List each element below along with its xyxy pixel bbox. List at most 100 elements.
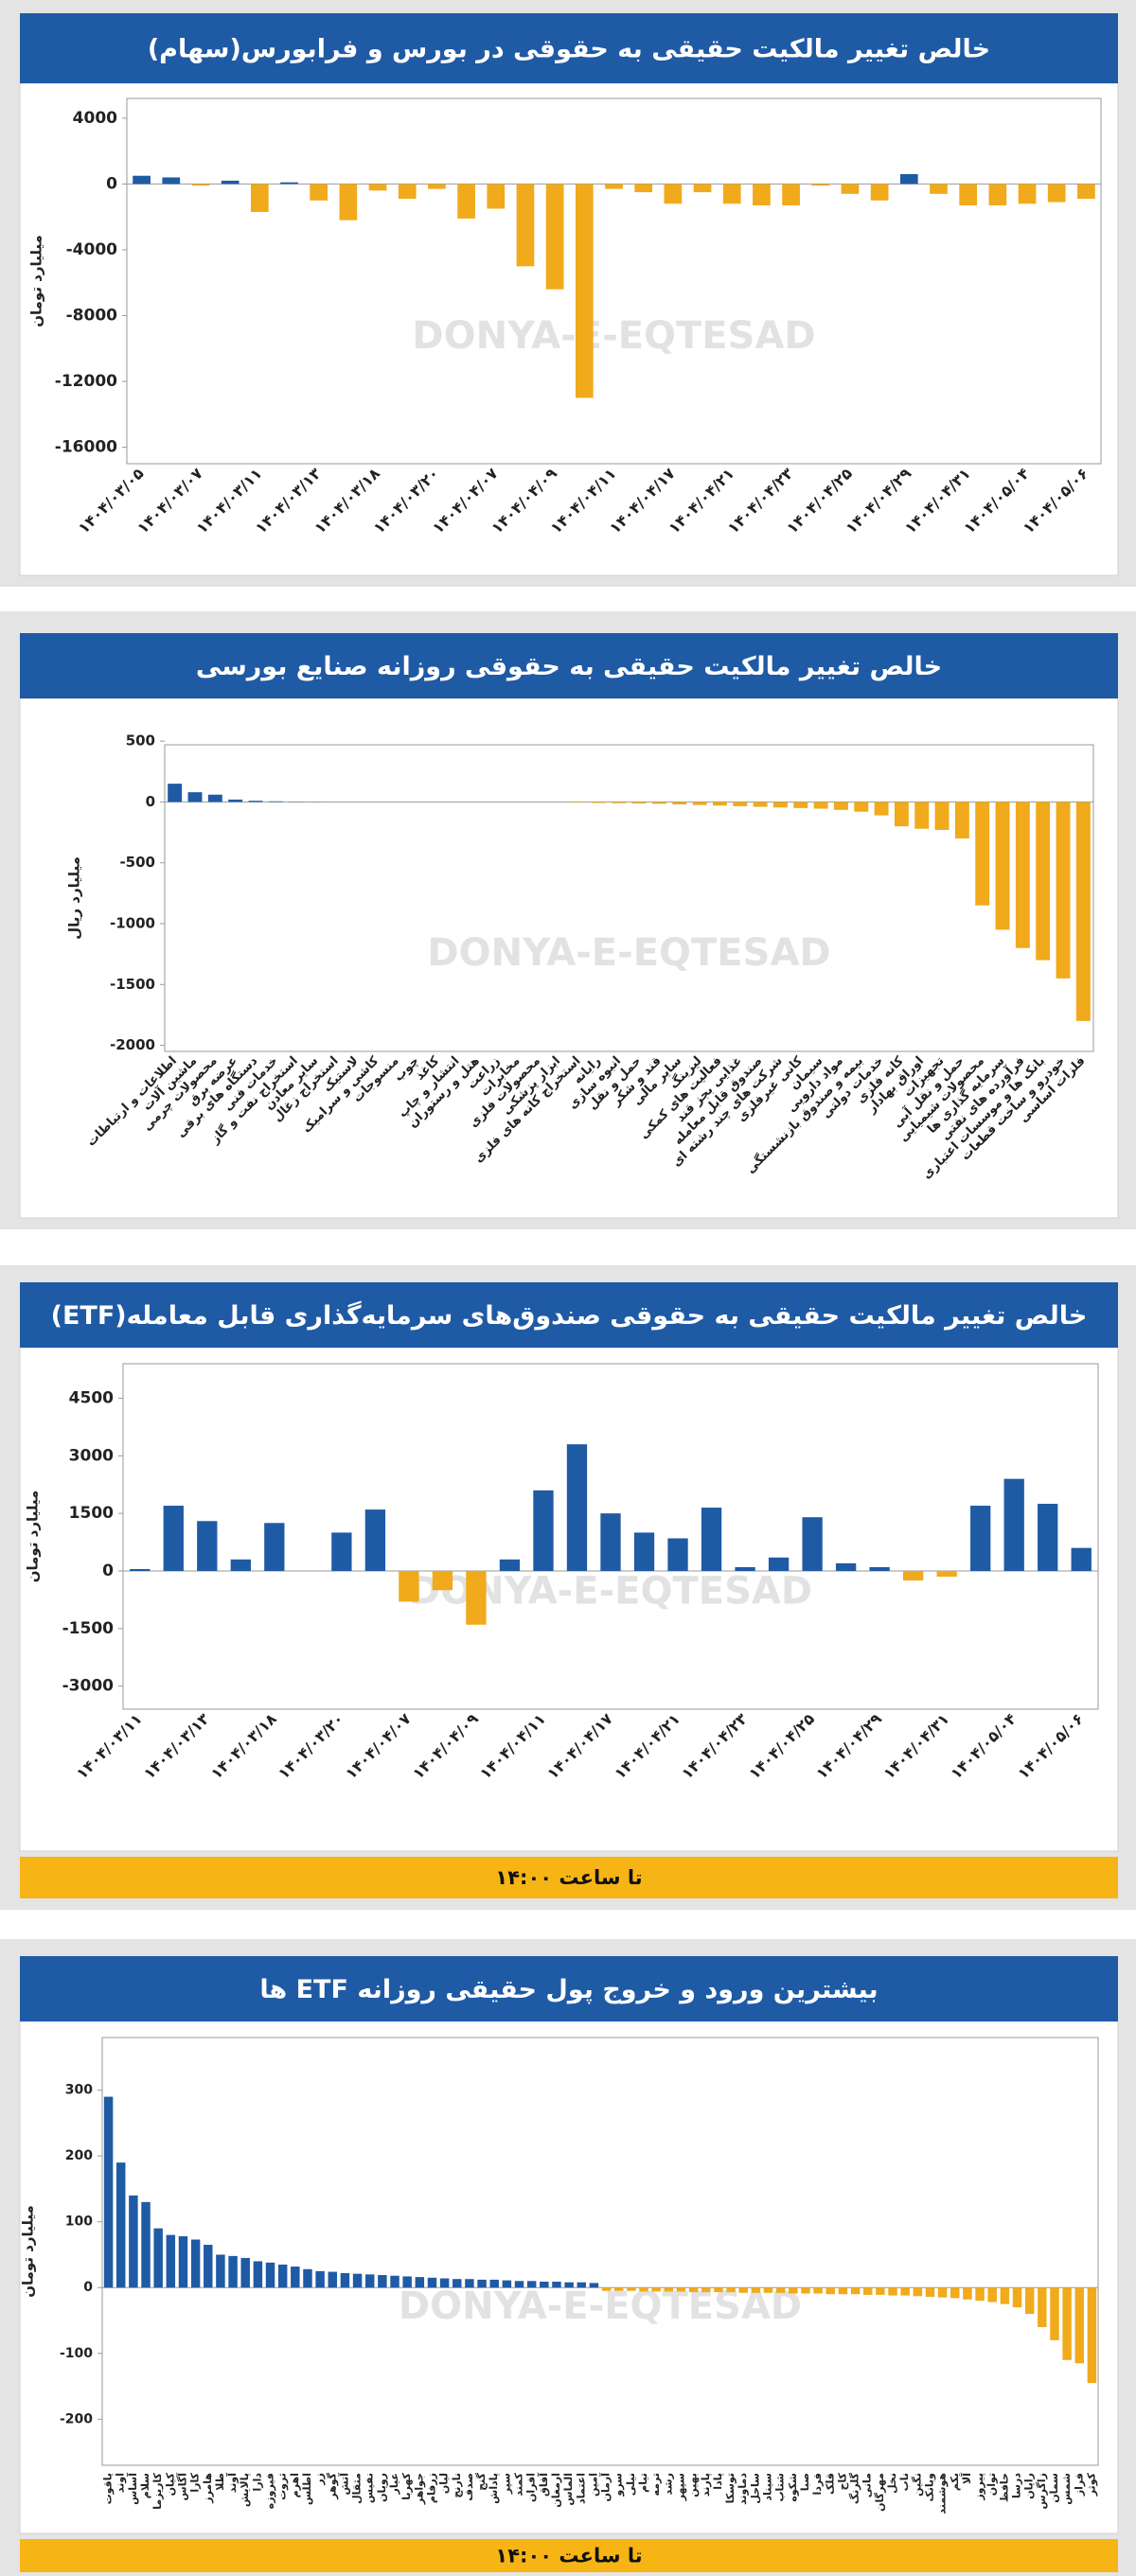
bar — [1024, 2287, 1035, 2315]
bar — [1038, 2287, 1047, 2327]
plot-frame — [122, 1363, 1099, 1710]
y-tick-label: 500 — [126, 732, 155, 750]
bar — [240, 2257, 250, 2288]
bar — [988, 184, 1007, 206]
x-tick-label: نگین — [911, 2473, 923, 2497]
x-tick-label: کمند — [513, 2472, 525, 2496]
title-bar — [20, 1956, 1118, 2021]
bar — [1018, 184, 1037, 204]
bar — [545, 184, 564, 290]
bar — [552, 2281, 561, 2288]
bar — [813, 802, 828, 809]
y-tick-label: -16000 — [55, 438, 117, 457]
bar — [605, 184, 623, 189]
bar — [253, 2261, 263, 2288]
x-tick-label: تیام — [637, 2473, 649, 2493]
bar — [899, 173, 918, 185]
bar — [693, 184, 712, 193]
x-tick-label: مهرگان — [874, 2473, 886, 2512]
x-tick-label: زر — [313, 2473, 326, 2486]
bar — [664, 184, 683, 204]
bar — [589, 2283, 599, 2288]
x-tick-label: اعتماد — [575, 2473, 587, 2504]
chart-title: خالص تغییر مالکیت حقیقی به حقوقی در بورس… — [148, 35, 990, 64]
chart-title: خالص تغییر مالکیت حقیقی به حقوقی روزانه … — [196, 652, 942, 681]
bar — [1038, 1504, 1058, 1571]
x-tick-label: پالایش — [239, 2473, 251, 2507]
bar — [1071, 1547, 1092, 1571]
x-tick-label: آرمان — [599, 2473, 612, 2502]
bar — [130, 1568, 151, 1571]
bar — [1050, 2287, 1059, 2340]
bar — [477, 2279, 487, 2288]
bar — [627, 2287, 636, 2291]
footer-text: تا ساعت ۱۴:۰۰ — [495, 2545, 642, 2567]
bar — [713, 802, 727, 806]
x-tick-label: افران — [525, 2473, 538, 2502]
bar — [802, 1517, 823, 1571]
x-tick-label: پیروز — [973, 2473, 985, 2501]
x-tick-label: دارا — [251, 2473, 263, 2492]
bar — [1000, 2287, 1010, 2304]
bar — [870, 184, 889, 201]
x-tick-label: کارا — [189, 2472, 202, 2492]
bar — [129, 2195, 138, 2288]
bar — [103, 2096, 114, 2288]
bar — [540, 2281, 549, 2288]
bar — [427, 2277, 437, 2288]
title-bar — [20, 633, 1118, 698]
bar — [141, 2201, 151, 2288]
bar — [364, 2274, 375, 2288]
bar — [526, 2281, 537, 2288]
y-tick-label: -3000 — [62, 1677, 115, 1696]
y-tick-label: -2000 — [110, 1036, 155, 1053]
bar — [1003, 1478, 1024, 1571]
y-tick-label: 0 — [106, 174, 117, 193]
plot-frame — [164, 744, 1094, 1052]
x-tick-label: ناب — [898, 2473, 911, 2491]
bar — [415, 2277, 425, 2288]
panel-body — [19, 82, 1119, 576]
x-tick-label: حافظ — [998, 2473, 1010, 2502]
bar — [801, 2287, 810, 2294]
x-tick-label: کوثر — [1085, 2472, 1097, 2497]
bar — [230, 1559, 251, 1571]
x-tick-label: رشد — [662, 2473, 674, 2496]
bar — [692, 802, 707, 805]
x-tick-label: الماس — [562, 2473, 575, 2506]
x-tick-label: عیار — [388, 2473, 400, 2495]
bar — [250, 184, 269, 212]
bar — [1036, 802, 1051, 961]
y-tick-label: -1500 — [110, 976, 155, 993]
bar — [1047, 184, 1066, 203]
bar — [925, 2287, 935, 2297]
x-tick-label: ترمه — [649, 2473, 662, 2496]
bar — [676, 2287, 686, 2292]
bar — [368, 184, 387, 191]
x-tick-label: اهرم — [289, 2473, 301, 2497]
bar — [1087, 2287, 1097, 2384]
bar — [735, 1566, 755, 1571]
x-tick-label: وبانک — [923, 2473, 935, 2502]
bar — [162, 177, 181, 185]
footer-bar — [20, 2539, 1118, 2572]
chart-title: خالص تغییر مالکیت حقیقی به حقوقی صندوق‌ه… — [51, 1300, 1088, 1331]
x-tick-label: هوشمند — [936, 2473, 949, 2514]
x-tick-label: سیناد — [762, 2473, 774, 2501]
bar — [402, 2276, 412, 2288]
y-tick-label: 0 — [83, 2280, 93, 2295]
bar — [153, 2228, 163, 2288]
x-tick-label: ارمغان — [550, 2473, 562, 2508]
bar — [291, 2266, 300, 2288]
x-tick-label: فردا — [811, 2473, 824, 2495]
x-tick-label: شتاب — [774, 2473, 787, 2502]
bar — [841, 184, 860, 194]
bar — [813, 2287, 823, 2294]
x-tick-label: هامرز — [202, 2473, 214, 2504]
bar — [277, 2264, 288, 2288]
x-tick-label: امین — [587, 2473, 599, 2497]
bar — [502, 2280, 512, 2288]
bar — [457, 184, 475, 219]
x-tick-label: اطلس — [301, 2473, 313, 2505]
